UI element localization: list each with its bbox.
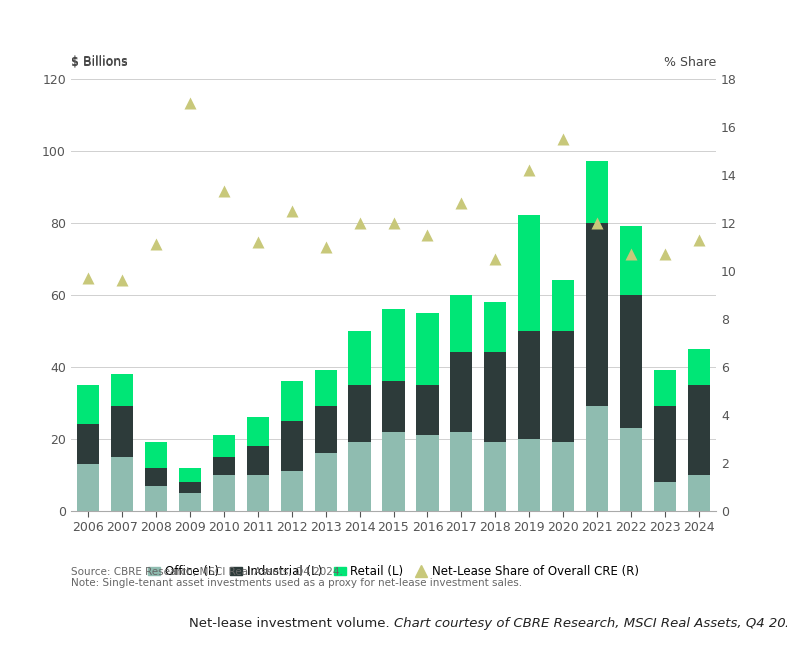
Bar — [552, 331, 575, 443]
Bar — [349, 443, 371, 511]
Bar — [620, 428, 642, 511]
Bar — [349, 385, 371, 443]
Bar — [315, 453, 337, 511]
Bar — [450, 432, 472, 511]
Bar — [179, 482, 201, 493]
Bar — [552, 280, 575, 331]
Bar — [212, 475, 235, 511]
Bar — [654, 371, 676, 406]
Text: Chart courtesy of CBRE Research, MSCI Real Assets, Q4 2024: Chart courtesy of CBRE Research, MSCI Re… — [394, 617, 787, 630]
Bar — [416, 435, 438, 511]
Text: Note: Single-tenant asset investments used as a proxy for net-lease investment s: Note: Single-tenant asset investments us… — [71, 578, 522, 588]
Bar — [281, 472, 303, 511]
Bar — [654, 406, 676, 482]
Bar — [179, 493, 201, 511]
Bar — [416, 385, 438, 435]
Bar — [145, 443, 167, 468]
Bar — [382, 381, 405, 432]
Bar — [246, 446, 268, 475]
Bar — [688, 348, 710, 385]
Bar — [145, 468, 167, 486]
Bar — [450, 352, 472, 432]
Legend: Office (L), Industrial (L), Retail (L), Net-Lease Share of Overall CRE (R): Office (L), Industrial (L), Retail (L), … — [143, 561, 644, 583]
Text: $ Billions: $ Billions — [71, 56, 127, 69]
Bar — [688, 385, 710, 475]
Bar — [246, 475, 268, 511]
Text: Net-lease investment volume.: Net-lease investment volume. — [189, 617, 394, 630]
Bar — [484, 302, 507, 352]
Bar — [519, 439, 541, 511]
Bar — [519, 215, 541, 331]
Bar — [281, 381, 303, 421]
Text: $ Billions: $ Billions — [71, 55, 127, 68]
Bar — [145, 486, 167, 511]
Bar — [281, 421, 303, 472]
Bar — [450, 295, 472, 352]
Bar — [179, 468, 201, 482]
Text: Source: CBRE Research, MSCI Real Assets, Q4 2024.: Source: CBRE Research, MSCI Real Assets,… — [71, 567, 342, 576]
Bar — [552, 443, 575, 511]
Bar — [484, 352, 507, 443]
Bar — [519, 331, 541, 439]
Bar — [349, 331, 371, 385]
Bar — [212, 457, 235, 475]
Bar — [111, 374, 133, 406]
Bar — [620, 295, 642, 428]
Bar — [654, 482, 676, 511]
Bar — [586, 162, 608, 223]
Bar — [315, 406, 337, 453]
Bar — [111, 406, 133, 457]
Bar — [315, 371, 337, 406]
Bar — [620, 227, 642, 295]
Bar — [586, 406, 608, 511]
Bar — [77, 385, 99, 424]
Bar — [586, 223, 608, 406]
Bar — [111, 457, 133, 511]
Bar — [382, 432, 405, 511]
Bar — [484, 443, 507, 511]
Bar — [77, 424, 99, 464]
Bar — [382, 309, 405, 381]
Bar — [212, 435, 235, 457]
Bar — [416, 313, 438, 385]
Bar — [246, 417, 268, 446]
Bar — [688, 475, 710, 511]
Text: % Share: % Share — [664, 56, 716, 69]
Bar — [77, 464, 99, 511]
